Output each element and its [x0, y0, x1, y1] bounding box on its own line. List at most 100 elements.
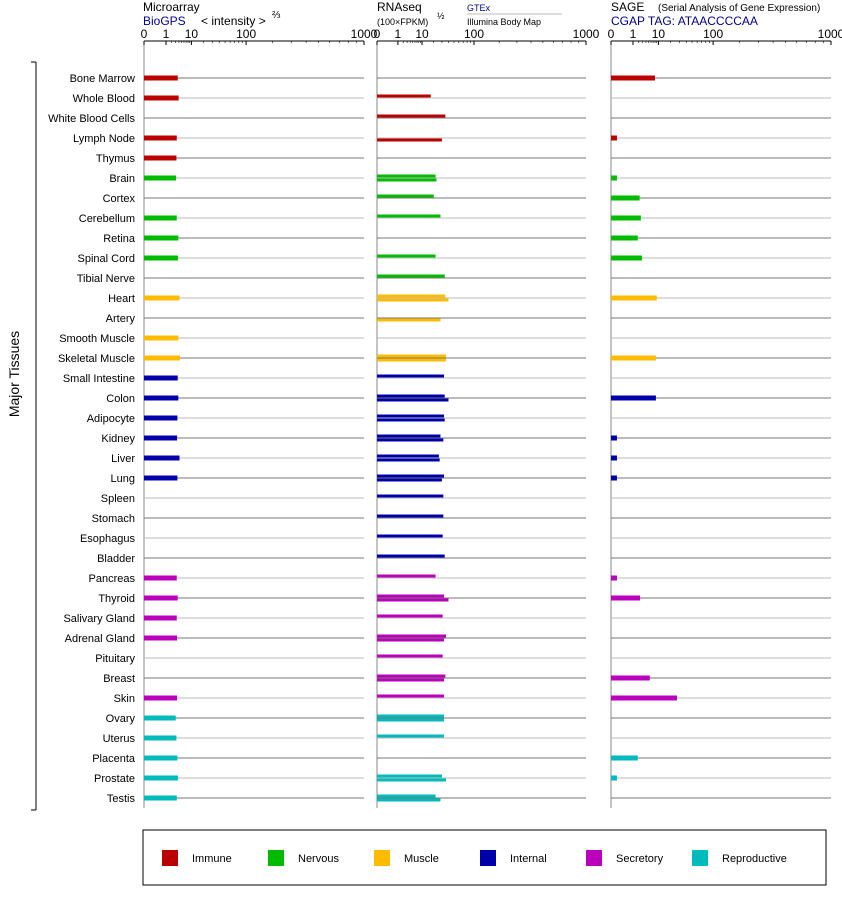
rnaseq-bodymap-bar-colon: [377, 398, 449, 402]
tissue-rows: Bone Marrow Whole Blood White Blood Cells L…: [48, 73, 831, 805]
rnaseq-bodymap-bar-lung: [377, 478, 442, 482]
rnaseq-bodymap-bar-ovary: [377, 718, 445, 722]
tissue-label-cortex: Cortex: [103, 193, 136, 205]
rnaseq-bodymap-bar-heart: [377, 298, 449, 302]
rnaseq-gtex-bar-cortex: [377, 194, 434, 198]
rnaseq-bodymap-bar-lymph-node: [377, 138, 442, 142]
microarray-bar-heart: [144, 295, 180, 301]
rnaseq-tick-label-1000: 1000: [573, 27, 600, 41]
microarray-bar-liver: [144, 455, 180, 461]
microarray-bar-retina: [144, 235, 179, 241]
microarray-bar-testis: [144, 795, 177, 801]
sage-bar-bone-marrow: [611, 75, 655, 81]
legend-label-immune: Immune: [192, 853, 232, 865]
rnaseq-bodymap-bar-liver: [377, 458, 440, 462]
rnaseq-bodymap-bar-breast: [377, 678, 445, 682]
microarray-tick-label-1: 1: [163, 27, 170, 41]
tissue-label-thyroid: Thyroid: [98, 593, 135, 605]
microarray-source: BioGPS: [143, 14, 186, 28]
rnaseq-gtex-bar-spinal-cord: [377, 254, 436, 258]
rnaseq-gtex-bar-colon: [377, 394, 445, 398]
legend-label-secretory: Secretory: [616, 853, 664, 865]
tissue-label-bladder: Bladder: [97, 553, 135, 565]
legend-swatch-muscle: [374, 850, 390, 866]
microarray-bar-salivary-gland: [144, 615, 177, 621]
rnaseq-gtex-bar-testis: [377, 794, 436, 798]
sage-tick-label-1000: 1000: [818, 27, 842, 41]
microarray-tick-label-0: 0: [141, 27, 148, 41]
rnaseq-bodymap-bar-prostate: [377, 778, 447, 782]
sage-bar-breast: [611, 675, 650, 681]
sage-bar-placenta: [611, 755, 638, 761]
tissue-label-uterus: Uterus: [103, 733, 136, 745]
sage-tick-label-10: 10: [652, 27, 666, 41]
rnaseq-gtex-bar-breast: [377, 674, 446, 678]
legend-label-muscle: Muscle: [404, 853, 439, 865]
rnaseq-gtex-bar-small-intestine: [377, 374, 445, 378]
tissue-label-thymus: Thymus: [96, 153, 136, 165]
sage-bar-skin: [611, 695, 677, 701]
rnaseq-gtex-bar-tibial-nerve: [377, 274, 445, 278]
tissue-label-liver: Liver: [111, 453, 135, 465]
rnaseq-bodymap-bar-adrenal-gland: [377, 638, 445, 642]
tissue-label-heart: Heart: [108, 293, 135, 305]
rnaseq-title: RNAseq: [377, 0, 422, 14]
sage-bar-lymph-node: [611, 135, 617, 141]
expression-bars: [144, 75, 677, 802]
rnaseq-tick-label-1: 1: [395, 27, 402, 41]
microarray-bar-skeletal-muscle: [144, 355, 181, 361]
rnaseq-bodymap-bar-testis: [377, 798, 441, 802]
microarray-tick-label-100: 100: [236, 27, 256, 41]
rnaseq-gtex-bar-whole-blood: [377, 94, 431, 98]
rnaseq-gtex-bar-uterus: [377, 734, 445, 738]
rnaseq-gtex-bar-brain: [377, 174, 436, 178]
sage-subtitle: (Serial Analysis of Gene Expression): [658, 3, 820, 14]
legend-label-reproductive: Reproductive: [722, 853, 787, 865]
rnaseq-gtex-bar-pancreas: [377, 574, 436, 578]
rnaseq-gtex-bar-pituitary: [377, 654, 443, 658]
microarray-bar-thymus: [144, 155, 177, 161]
sage-bar-pancreas: [611, 575, 617, 581]
sage-bar-thyroid: [611, 595, 641, 601]
rnaseq-bodymap-bar-thyroid: [377, 598, 449, 602]
legend-label-internal: Internal: [510, 853, 547, 865]
tissue-label-retina: Retina: [103, 233, 136, 245]
rnaseq-gtex-bar-ovary: [377, 714, 445, 718]
rnaseq-source-gtex: GTEx: [467, 3, 491, 13]
microarray-bar-adipocyte: [144, 415, 178, 421]
sage-bar-retina: [611, 235, 638, 241]
microarray-bar-small-intestine: [144, 375, 178, 381]
rnaseq-unit: (100×FPKM): [377, 17, 428, 27]
legend-swatch-immune: [162, 850, 178, 866]
tissue-label-salivary-gland: Salivary Gland: [63, 613, 135, 625]
microarray-tick-label-10: 10: [185, 27, 199, 41]
rnaseq-gtex-bar-thyroid: [377, 594, 445, 598]
rnaseq-gtex-bar-skeletal-muscle: [377, 354, 447, 358]
tissue-label-colon: Colon: [106, 393, 135, 405]
rnaseq-bodymap-bar-skeletal-muscle: [377, 358, 447, 362]
microarray-bar-spinal-cord: [144, 255, 179, 261]
microarray-bar-brain: [144, 175, 177, 181]
tissue-label-small-intestine: Small Intestine: [63, 373, 135, 385]
microarray-bar-thyroid: [144, 595, 178, 601]
tissue-label-pituitary: Pituitary: [95, 653, 135, 665]
rnaseq-bodymap-bar-kidney: [377, 438, 444, 442]
sage-bar-heart: [611, 295, 657, 301]
sage-tick-label-1: 1: [630, 27, 637, 41]
legend-swatch-secretory: [586, 850, 602, 866]
tissue-label-skeletal-muscle: Skeletal Muscle: [58, 353, 135, 365]
rnaseq-gtex-bar-stomach: [377, 514, 444, 518]
sage-tag: CGAP TAG: ATAACCCCAA: [611, 14, 758, 28]
sage-bar-cortex: [611, 195, 640, 201]
rnaseq-gtex-bar-salivary-gland: [377, 614, 443, 618]
tissue-label-adipocyte: Adipocyte: [87, 413, 135, 425]
rnaseq-gtex-bar-prostate: [377, 774, 442, 778]
rnaseq-tick-label-100: 100: [464, 27, 484, 41]
sage-tick-label-100: 100: [703, 27, 723, 41]
tissue-label-placenta: Placenta: [92, 753, 136, 765]
tissue-label-pancreas: Pancreas: [89, 573, 136, 585]
microarray-bar-skin: [144, 695, 178, 701]
sage-bar-colon: [611, 395, 656, 401]
tissue-label-kidney: Kidney: [101, 433, 135, 445]
microarray-bar-ovary: [144, 715, 176, 721]
